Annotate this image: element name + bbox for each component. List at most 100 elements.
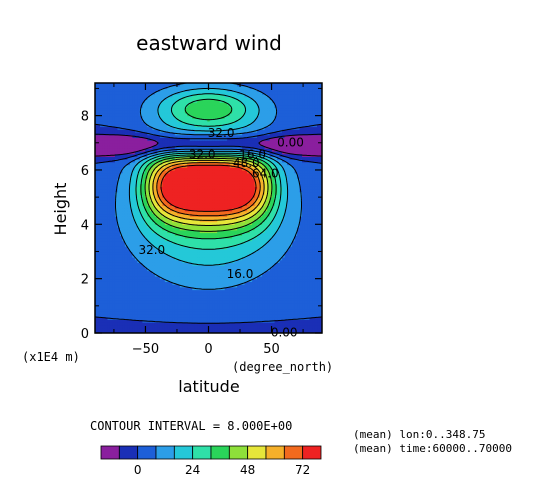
field-cell [124, 126, 129, 130]
field-cell [162, 142, 166, 147]
field-cell [167, 324, 171, 329]
field-cell [162, 183, 166, 187]
field-cell [207, 167, 211, 171]
field-cell [99, 232, 104, 236]
field-cell [192, 259, 196, 263]
field-cell [207, 126, 211, 130]
field-cell [172, 175, 176, 179]
field-cell [102, 265, 106, 269]
field-cell [122, 262, 126, 266]
field-cell [112, 96, 116, 100]
field-cell [197, 243, 201, 247]
field-cell [172, 140, 176, 144]
field-cell [162, 137, 166, 141]
field-cell [149, 188, 153, 193]
field-cell [187, 243, 191, 247]
field-cell [117, 254, 121, 258]
field-cell [182, 294, 186, 299]
field-cell [202, 254, 206, 258]
field-cell [222, 131, 226, 136]
field-cell [137, 126, 141, 130]
field-cell [152, 237, 156, 242]
field-cell [142, 137, 146, 141]
field-cell [127, 246, 131, 250]
field-cell [227, 183, 231, 187]
field-cell [219, 140, 223, 144]
field-cell [197, 237, 201, 242]
field-cell [227, 104, 231, 109]
field-cell [137, 284, 141, 288]
field-cell [207, 107, 211, 111]
field-cell [157, 208, 161, 212]
field-cell [109, 142, 114, 147]
field-cell [194, 267, 198, 272]
field-cell [189, 208, 193, 212]
field-cell [124, 251, 129, 255]
field-cell [95, 197, 99, 201]
field-cell [114, 96, 119, 100]
field-cell [209, 123, 213, 128]
field-cell [199, 186, 203, 190]
field-cell [217, 227, 221, 231]
field-cell [127, 88, 131, 92]
field-cell [149, 289, 153, 293]
field-cell [194, 131, 198, 136]
field-cell [219, 235, 223, 239]
field-cell [124, 110, 129, 114]
field-cell [102, 313, 106, 318]
field-cell [139, 286, 143, 291]
field-cell [192, 292, 196, 296]
field-cell [169, 118, 173, 122]
field-cell [147, 221, 151, 225]
field-cell [142, 194, 146, 198]
field-cell [144, 88, 148, 92]
field-cell [159, 148, 163, 152]
field-cell [217, 319, 221, 323]
field-cell [172, 169, 176, 174]
field-cell [227, 322, 231, 326]
field-cell [164, 145, 168, 149]
field-cell [189, 172, 193, 176]
field-cell [157, 262, 161, 266]
field-cell [157, 251, 161, 255]
field-cell [222, 237, 226, 242]
field-cell [157, 281, 161, 285]
field-cell [182, 324, 186, 329]
field-cell [162, 210, 166, 215]
field-cell [207, 221, 211, 225]
field-cell [149, 169, 153, 174]
field-cell [207, 278, 211, 282]
field-cell [217, 246, 221, 250]
field-cell [134, 150, 138, 155]
field-cell [129, 213, 134, 217]
field-cell [109, 126, 114, 130]
field-cell [169, 123, 173, 128]
field-cell [107, 270, 111, 274]
field-cell [182, 129, 186, 133]
field-cell [127, 96, 131, 100]
field-cell [184, 324, 188, 329]
field-cell [169, 142, 173, 147]
field-cell [157, 121, 161, 125]
field-cell [114, 303, 119, 307]
field-cell [134, 224, 138, 228]
field-cell [179, 213, 183, 217]
field-cell [95, 102, 99, 106]
field-cell [117, 191, 121, 196]
field-cell [122, 93, 126, 98]
field-cell [194, 300, 198, 304]
field-cell [172, 210, 176, 215]
field-cell [122, 246, 126, 250]
field-cell [192, 205, 196, 209]
field-cell [219, 224, 223, 228]
field-cell [204, 267, 208, 272]
field-cell [212, 300, 216, 304]
field-cell [117, 308, 121, 312]
field-cell [212, 319, 216, 323]
field-cell [167, 273, 171, 277]
field-cell [184, 270, 188, 274]
field-cell [127, 275, 131, 280]
field-cell [114, 208, 119, 212]
field-cell [154, 286, 158, 291]
field-cell [217, 85, 221, 90]
